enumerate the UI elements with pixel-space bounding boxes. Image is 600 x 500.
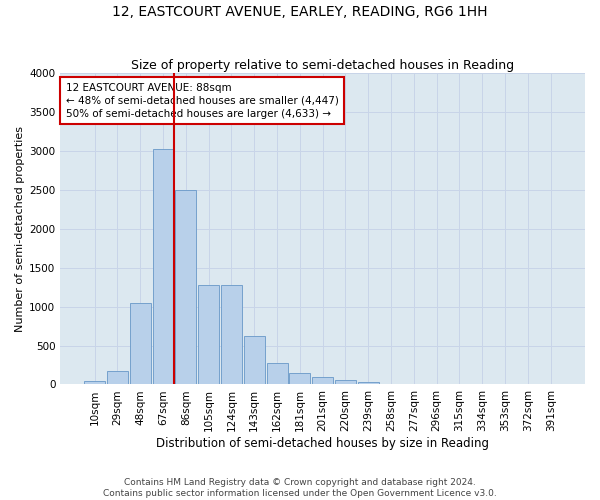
Text: 12, EASTCOURT AVENUE, EARLEY, READING, RG6 1HH: 12, EASTCOURT AVENUE, EARLEY, READING, R… [112,5,488,19]
Title: Size of property relative to semi-detached houses in Reading: Size of property relative to semi-detach… [131,59,514,72]
Bar [84,380,105,384]
Bar [175,190,196,384]
Bar [358,382,379,384]
Y-axis label: Number of semi-detached properties: Number of semi-detached properties [15,126,25,332]
Bar [152,150,173,384]
X-axis label: Distribution of semi-detached houses by size in Reading: Distribution of semi-detached houses by … [156,437,489,450]
Bar [244,336,265,384]
Text: 12 EASTCOURT AVENUE: 88sqm
← 48% of semi-detached houses are smaller (4,447)
50%: 12 EASTCOURT AVENUE: 88sqm ← 48% of semi… [65,82,338,119]
Text: Contains HM Land Registry data © Crown copyright and database right 2024.
Contai: Contains HM Land Registry data © Crown c… [103,478,497,498]
Bar [221,285,242,384]
Bar [312,378,333,384]
Bar [130,302,151,384]
Bar [266,362,287,384]
Bar [335,380,356,384]
Bar [198,285,219,384]
Bar [289,373,310,384]
Bar [107,371,128,384]
